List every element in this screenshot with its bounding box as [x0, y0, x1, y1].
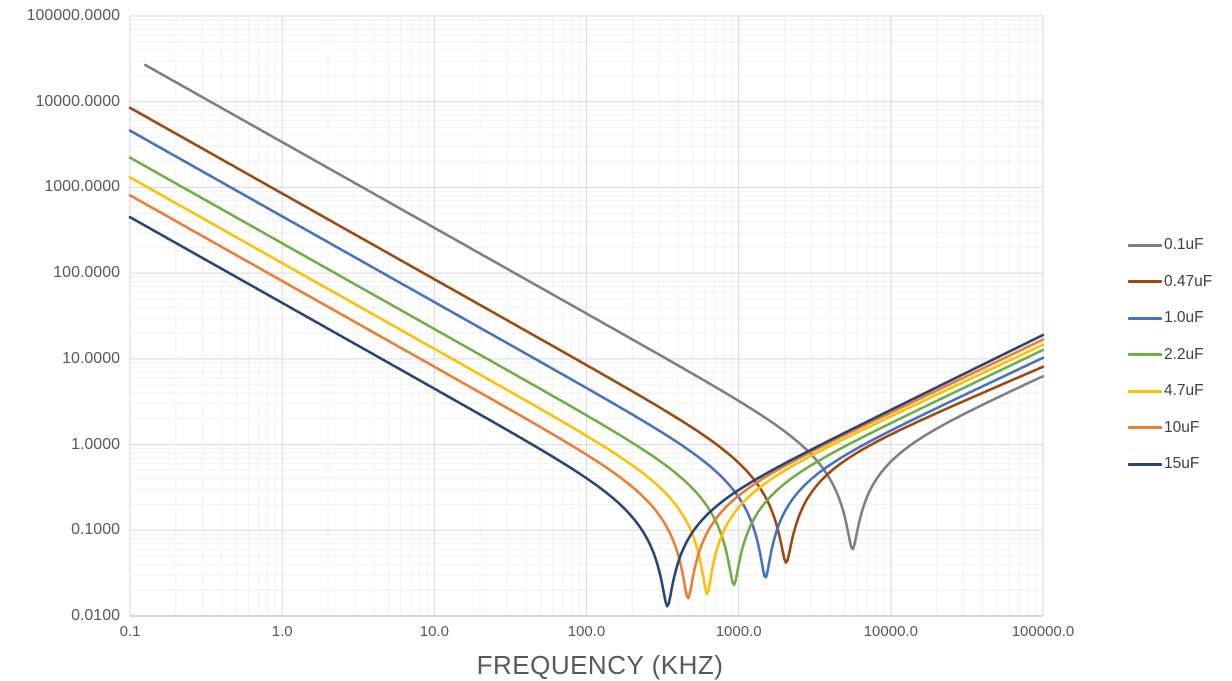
- legend-swatch: [1128, 462, 1162, 466]
- series-line-10uF[interactable]: [128, 194, 1045, 600]
- legend-swatch: [1128, 316, 1162, 320]
- impedance-frequency-chart[interactable]: [0, 0, 1232, 665]
- legend-label: 10uF: [1164, 418, 1200, 436]
- legend-item-4.7uF[interactable]: 4.7uF: [1128, 373, 1232, 410]
- x-tick-label: 100.0: [567, 623, 606, 640]
- x-tick-label: 0.1: [119, 623, 141, 640]
- y-tick-label: 10000.0000: [35, 92, 120, 110]
- legend-label: 0.47uF: [1164, 272, 1213, 290]
- series-line-0.47uF[interactable]: [128, 106, 1045, 564]
- legend-label: 15uF: [1164, 455, 1200, 473]
- y-tick-label: 10.0000: [62, 349, 120, 367]
- series-line-1.0uF[interactable]: [128, 129, 1045, 579]
- series-lines: [128, 63, 1045, 608]
- y-tick-label: 1000.0000: [44, 178, 120, 196]
- legend-label: 0.1uF: [1164, 236, 1204, 254]
- series-line-15uF[interactable]: [128, 215, 1045, 608]
- series-line-2.2uF[interactable]: [128, 156, 1045, 587]
- legend-label: 2.2uF: [1164, 345, 1204, 363]
- x-tick-label: 1.0: [271, 623, 293, 640]
- legend-swatch: [1128, 353, 1162, 357]
- y-tick-label: 0.1000: [71, 521, 120, 539]
- y-tick-label: 0.0100: [71, 607, 120, 624]
- y-tick-label: 100000.0000: [26, 7, 120, 24]
- legend-swatch: [1128, 280, 1162, 284]
- series-line-0.1uF[interactable]: [144, 63, 1045, 551]
- x-tick-label: 1000.0: [715, 623, 762, 640]
- x-tick-label: 10.0: [419, 623, 449, 640]
- legend-label: 4.7uF: [1164, 382, 1204, 400]
- x-axis-title: FREQUENCY (KHZ): [476, 650, 724, 680]
- x-tick-label: 10000.0: [863, 623, 918, 640]
- legend-item-10uF[interactable]: 10uF: [1128, 410, 1232, 447]
- legend-swatch: [1128, 243, 1162, 247]
- legend-swatch: [1128, 389, 1162, 393]
- x-tick-label: 100000.0: [1011, 623, 1075, 640]
- legend[interactable]: 0.1uF 0.47uF 1.0uF 2.2uF 4.7uF 10uF 15uF: [1128, 227, 1232, 483]
- legend-swatch: [1128, 426, 1162, 430]
- legend-item-2.2uF[interactable]: 2.2uF: [1128, 337, 1232, 374]
- legend-label: 1.0uF: [1164, 309, 1204, 327]
- legend-item-15uF[interactable]: 15uF: [1128, 446, 1232, 483]
- legend-item-0.1uF[interactable]: 0.1uF: [1128, 227, 1232, 264]
- legend-item-0.47uF[interactable]: 0.47uF: [1128, 264, 1232, 301]
- y-tick-label: 100.0000: [53, 264, 120, 282]
- legend-item-1.0uF[interactable]: 1.0uF: [1128, 300, 1232, 337]
- series-line-4.7uF[interactable]: [128, 176, 1045, 596]
- y-tick-label: 1.0000: [71, 435, 120, 453]
